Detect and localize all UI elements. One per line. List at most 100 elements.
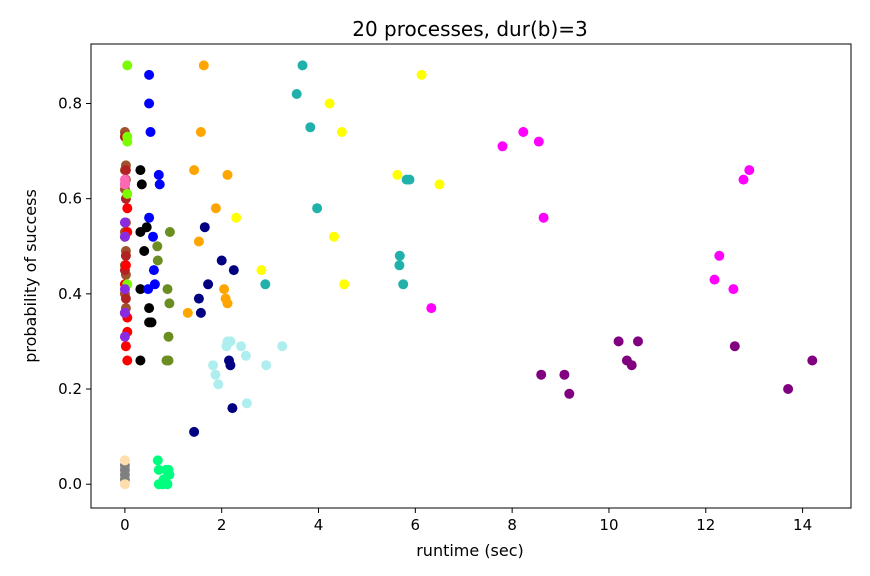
data-point-s8-6 [144, 303, 155, 314]
data-point-s14-9 [213, 379, 224, 390]
data-point-s8-3 [141, 222, 152, 233]
data-point-s13-1 [216, 255, 227, 266]
data-point-s12-6 [219, 284, 230, 295]
data-point-s17-3 [533, 136, 544, 147]
data-point-s14-3 [236, 341, 247, 352]
data-point-s9-3 [153, 169, 164, 180]
y-tick-label: 0.0 [58, 475, 82, 493]
data-point-s12-1 [195, 127, 206, 137]
data-point-s13-0 [199, 222, 210, 233]
data-point-s13-7 [225, 360, 236, 371]
data-point-s8-8 [146, 317, 157, 328]
data-point-s14-2 [221, 341, 232, 352]
plot-points [119, 60, 818, 490]
data-point-s13-5 [195, 307, 206, 318]
data-point-s15-3 [336, 127, 347, 137]
data-point-s15-1 [256, 265, 267, 276]
data-point-s8-0 [135, 165, 146, 176]
data-point-s14-8 [210, 369, 221, 380]
data-point-s14-5 [277, 341, 288, 352]
x-axis-label: runtime (sec) [416, 541, 524, 560]
data-point-s9-9 [143, 284, 154, 295]
data-point-s15-5 [339, 279, 350, 290]
data-point-s17-0 [426, 303, 437, 314]
data-point-s17-9 [744, 165, 755, 176]
data-point-s3-2 [122, 136, 133, 147]
data-point-s16-9 [398, 279, 409, 290]
x-axis-ticks: 0 2 4 6 8 10 12 14 [120, 508, 812, 534]
data-point-s10-4 [164, 298, 175, 309]
data-point-s17-5 [714, 250, 725, 261]
data-point-s8-5 [135, 284, 146, 295]
data-point-s15-0 [231, 212, 242, 223]
y-axis-label: probability of success [21, 189, 40, 363]
data-point-s15-7 [416, 69, 427, 80]
data-point-s17-7 [728, 284, 739, 295]
data-point-s10-7 [163, 355, 174, 366]
data-point-s16-7 [394, 250, 405, 261]
data-point-s9-1 [144, 98, 155, 109]
data-point-s12-8 [222, 298, 233, 309]
data-point-s2-6 [120, 341, 131, 352]
data-point-s10-3 [162, 284, 173, 295]
data-point-s15-8 [434, 179, 445, 190]
x-tick-label: 4 [314, 516, 324, 534]
data-point-s13-2 [228, 265, 239, 276]
plot-frame [90, 43, 852, 509]
data-point-s16-1 [291, 89, 302, 99]
y-axis-ticks: 0.0 0.2 0.4 0.6 0.8 [58, 94, 91, 493]
data-point-s2-0 [122, 203, 133, 214]
data-point-s9-4 [154, 179, 165, 190]
x-tick-label: 10 [599, 516, 618, 534]
data-point-s10-1 [152, 255, 163, 266]
data-point-s10-2 [164, 227, 175, 237]
data-point-s8-1 [136, 179, 147, 190]
data-point-s8-4 [139, 246, 150, 256]
data-point-s2-7 [122, 355, 133, 366]
data-point-s17-1 [497, 141, 508, 152]
chart-title: 20 processes, dur(b)=3 [352, 17, 587, 41]
data-point-s13-4 [193, 293, 204, 304]
data-point-s17-2 [518, 127, 529, 137]
data-point-s4-1 [119, 231, 130, 242]
data-point-s9-0 [144, 69, 155, 80]
x-tick-label: 14 [793, 516, 812, 534]
x-tick-label: 8 [507, 516, 517, 534]
data-point-s1-1 [120, 165, 131, 176]
data-point-s9-7 [148, 265, 159, 276]
data-point-s12-9 [182, 307, 193, 318]
data-point-s1-5 [120, 250, 131, 261]
data-point-s3-0 [122, 60, 133, 71]
data-point-s9-2 [145, 127, 156, 137]
data-point-s5-1 [119, 174, 130, 185]
data-point-s11-0 [152, 455, 163, 466]
y-tick-label: 0.4 [58, 285, 82, 303]
data-point-s14-4 [240, 350, 251, 361]
data-point-s13-3 [203, 279, 214, 290]
data-point-s17-8 [738, 174, 749, 185]
data-point-s18-6 [633, 336, 643, 347]
y-tick-label: 0.6 [58, 190, 82, 208]
data-point-s18-3 [613, 336, 624, 347]
x-tick-label: 6 [411, 516, 421, 534]
data-point-s10-0 [152, 241, 163, 252]
y-tick-label: 0.8 [58, 94, 82, 112]
data-point-s4-4 [119, 307, 130, 318]
data-point-s17-4 [538, 212, 549, 223]
data-point-s18-5 [626, 360, 637, 371]
data-point-s4-2 [119, 284, 130, 295]
x-tick-label: 0 [120, 516, 130, 534]
data-point-s12-3 [222, 169, 233, 180]
data-point-s16-3 [312, 203, 323, 214]
data-point-s9-6 [148, 231, 158, 242]
data-point-s14-6 [208, 360, 218, 371]
data-point-s18-0 [536, 369, 547, 380]
data-point-s15-4 [329, 231, 339, 242]
data-point-s16-8 [394, 260, 405, 271]
x-tick-label: 12 [696, 516, 715, 534]
data-point-s16-2 [305, 122, 316, 133]
data-point-s13-8 [227, 403, 238, 414]
data-point-s17-6 [709, 274, 720, 285]
data-point-s3-3 [122, 188, 133, 199]
